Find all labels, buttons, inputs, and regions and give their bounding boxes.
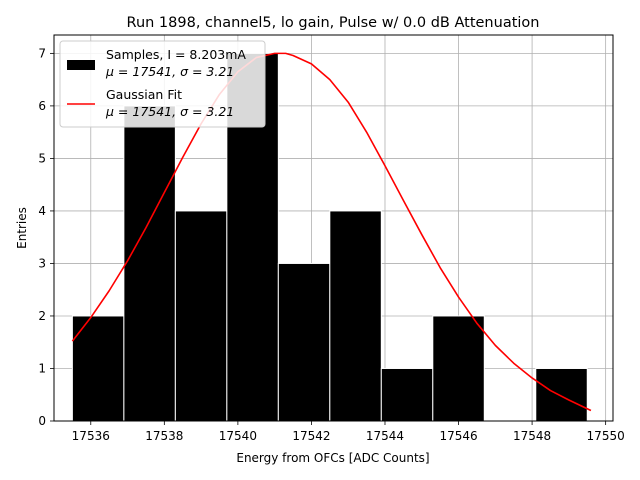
x-tick-label: 17540: [219, 429, 257, 443]
legend-samples-label: Samples, I = 8.203mA: [106, 47, 246, 62]
histogram-bar: [329, 210, 382, 422]
legend-fit-label: Gaussian Fit: [106, 87, 182, 102]
legend-samples-stats: μ = 17541, σ = 3.21: [105, 64, 234, 79]
histogram-bar: [432, 315, 485, 422]
x-tick-label: 17550: [587, 429, 625, 443]
histogram-bar: [535, 367, 588, 422]
gaussian-fit-layer: [71, 52, 592, 412]
histogram-bar: [174, 210, 228, 422]
y-tick-label: 6: [38, 99, 46, 113]
y-tick-label: 3: [38, 256, 46, 270]
legend-box: [59, 40, 266, 128]
y-axis-ticks: 0 1 2 3 4 5 6 7: [38, 46, 54, 428]
y-tick-label: 1: [38, 361, 46, 375]
x-axis-ticks: 17536 17538 17540 17542 17544 17546 17548 17550: [72, 421, 625, 443]
x-tick-label: 17546: [439, 429, 477, 443]
y-axis-label: Entries: [15, 207, 29, 249]
x-tick-label: 17538: [145, 429, 183, 443]
chart-title: Run 1898, channel5, lo gain, Pulse w/ 0.…: [127, 15, 540, 31]
histogram-bar: [380, 367, 434, 422]
gaussian-fit-line: [71, 52, 592, 412]
x-axis-label: Energy from OFCs [ADC Counts]: [236, 451, 429, 465]
y-tick-label: 2: [38, 309, 46, 323]
histogram-bar: [277, 262, 331, 422]
axes-frame: [53, 34, 614, 422]
histogram-bar: [123, 105, 176, 422]
legend-fit-stats: μ = 17541, σ = 3.21: [105, 104, 234, 119]
x-tick-label: 17542: [292, 429, 330, 443]
x-tick-label: 17536: [72, 429, 110, 443]
y-tick-label: 5: [38, 151, 46, 165]
legend-samples-swatch: [67, 60, 95, 70]
y-tick-label: 4: [38, 204, 46, 218]
y-tick-label: 0: [38, 414, 46, 428]
legend: Samples, I = 8.203mA μ = 17541, σ = 3.21…: [59, 40, 266, 128]
x-tick-label: 17544: [366, 429, 404, 443]
x-tick-label: 17548: [513, 429, 551, 443]
y-tick-label: 7: [38, 46, 46, 60]
